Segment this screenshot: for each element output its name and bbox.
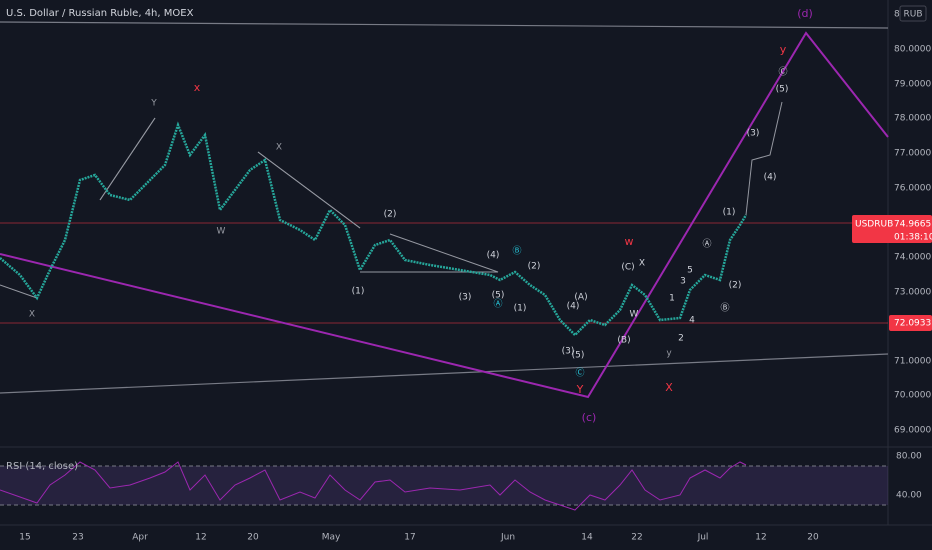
- wave-line: [99, 117, 156, 201]
- rsi-band: [0, 466, 888, 505]
- time-axis: 15 23 Apr 12 20 May 17 Jun 14 22 Jul 12 20: [19, 533, 819, 543]
- price-tag: [852, 215, 932, 243]
- time-label: 17: [404, 533, 415, 543]
- wave-label: Ⓒ: [778, 67, 787, 78]
- level-tag: [889, 315, 932, 331]
- time-label: 23: [72, 533, 83, 543]
- time-label: 12: [195, 533, 206, 543]
- time-label: Jul: [697, 533, 709, 543]
- wave-label: Ⓐ: [702, 239, 711, 250]
- wave-label: X: [665, 381, 673, 394]
- wave-label: X: [29, 310, 35, 320]
- wave-label: Y: [150, 99, 157, 109]
- price-label: 69.0000: [894, 426, 931, 436]
- time-label: 14: [581, 533, 593, 543]
- wave-label: Ⓑ: [512, 246, 521, 257]
- price-label: 76.0000: [894, 184, 931, 194]
- wave-label: W: [217, 227, 226, 237]
- time-label: 15: [19, 533, 30, 543]
- price-label: 78.0000: [894, 114, 931, 124]
- wave-label: Ⓐ: [493, 299, 502, 310]
- time-label: 20: [807, 533, 819, 543]
- wave-label: (c): [582, 411, 597, 424]
- wave-label: (3): [459, 293, 472, 303]
- price-label: 80.0000: [894, 45, 931, 55]
- chart-title: U.S. Dollar / Russian Ruble, 4h, MOEX: [6, 8, 194, 19]
- wave-label: (3): [562, 347, 575, 357]
- time-label: May: [322, 533, 341, 543]
- wave-label: (C): [621, 263, 634, 273]
- wave-label: (A): [574, 293, 587, 303]
- wave-label: (1): [723, 208, 736, 218]
- wave-label: (d): [797, 7, 813, 20]
- wave-label: (2): [384, 210, 397, 220]
- wave-label: (1): [352, 287, 365, 297]
- time-label: 22: [631, 533, 642, 543]
- wave-label: 5: [687, 266, 693, 276]
- wave-path: [0, 31, 889, 399]
- level-price: 72.0933: [894, 319, 931, 329]
- wave-label: (5): [492, 291, 505, 301]
- time-label: Apr: [132, 533, 148, 543]
- wedge-line: [360, 233, 499, 273]
- wave-label: w: [625, 235, 634, 248]
- symbol: USDRUB: [855, 220, 893, 230]
- rsi-tick: 40.00: [896, 491, 922, 501]
- price-candles: [0, 121, 748, 337]
- trend-line: [0, 21, 889, 29]
- last-price: 74.9665: [894, 220, 931, 230]
- rsi-line: [0, 461, 747, 511]
- price-label: 8: [894, 10, 900, 20]
- wave-label: (2): [528, 262, 541, 272]
- price-label: 79.0000: [894, 80, 931, 90]
- trend-line: [0, 353, 889, 394]
- price-label: 70.0000: [894, 391, 931, 401]
- wave-label: (4): [567, 302, 580, 312]
- wave-label: (4): [764, 173, 777, 183]
- price-axis: 80.0000 79.0000 78.0000 77.0000 76.0000 74.00…: [894, 45, 931, 436]
- wedge-line: [257, 151, 361, 229]
- price-label: 74.0000: [894, 253, 931, 263]
- wave-label: Ⓑ: [720, 303, 729, 314]
- wave-label: x: [194, 81, 201, 94]
- time-label: 20: [247, 533, 259, 543]
- wave-label: (5): [572, 351, 585, 361]
- wave-label: (3): [747, 129, 760, 139]
- currency[interactable]: RUB: [903, 10, 922, 20]
- time-label: 12: [755, 533, 766, 543]
- wave-label: (1): [514, 304, 527, 314]
- rsi-label: RSI (14, close): [6, 461, 78, 472]
- wave-label: 4: [689, 316, 695, 326]
- currency-box: [899, 5, 927, 22]
- rsi-tick: 80.00: [896, 452, 922, 462]
- wave-line: [0, 284, 38, 299]
- wave-label: W: [630, 310, 639, 320]
- wave-label: (5): [776, 85, 789, 95]
- projection: [745, 101, 783, 216]
- wave-label: y: [780, 43, 787, 56]
- wave-label: (B): [617, 336, 630, 346]
- wave-label: Y: [576, 383, 584, 396]
- price-label: 71.0000: [894, 357, 931, 367]
- time-label: Jun: [500, 533, 515, 543]
- price-label: 73.0000: [894, 288, 931, 298]
- price-label: 77.0000: [894, 149, 931, 159]
- wave-label: (4): [487, 251, 500, 261]
- countdown: 01:38:10: [894, 233, 932, 243]
- wave-label: y: [666, 349, 672, 359]
- wave-label: 1: [669, 294, 675, 304]
- wave-label: Ⓒ: [575, 368, 584, 379]
- wave-label: X: [276, 143, 282, 153]
- wave-label: (2): [729, 281, 742, 291]
- wave-label: 3: [680, 277, 686, 287]
- wave-label: X: [639, 259, 645, 269]
- wave-label: 2: [678, 334, 684, 344]
